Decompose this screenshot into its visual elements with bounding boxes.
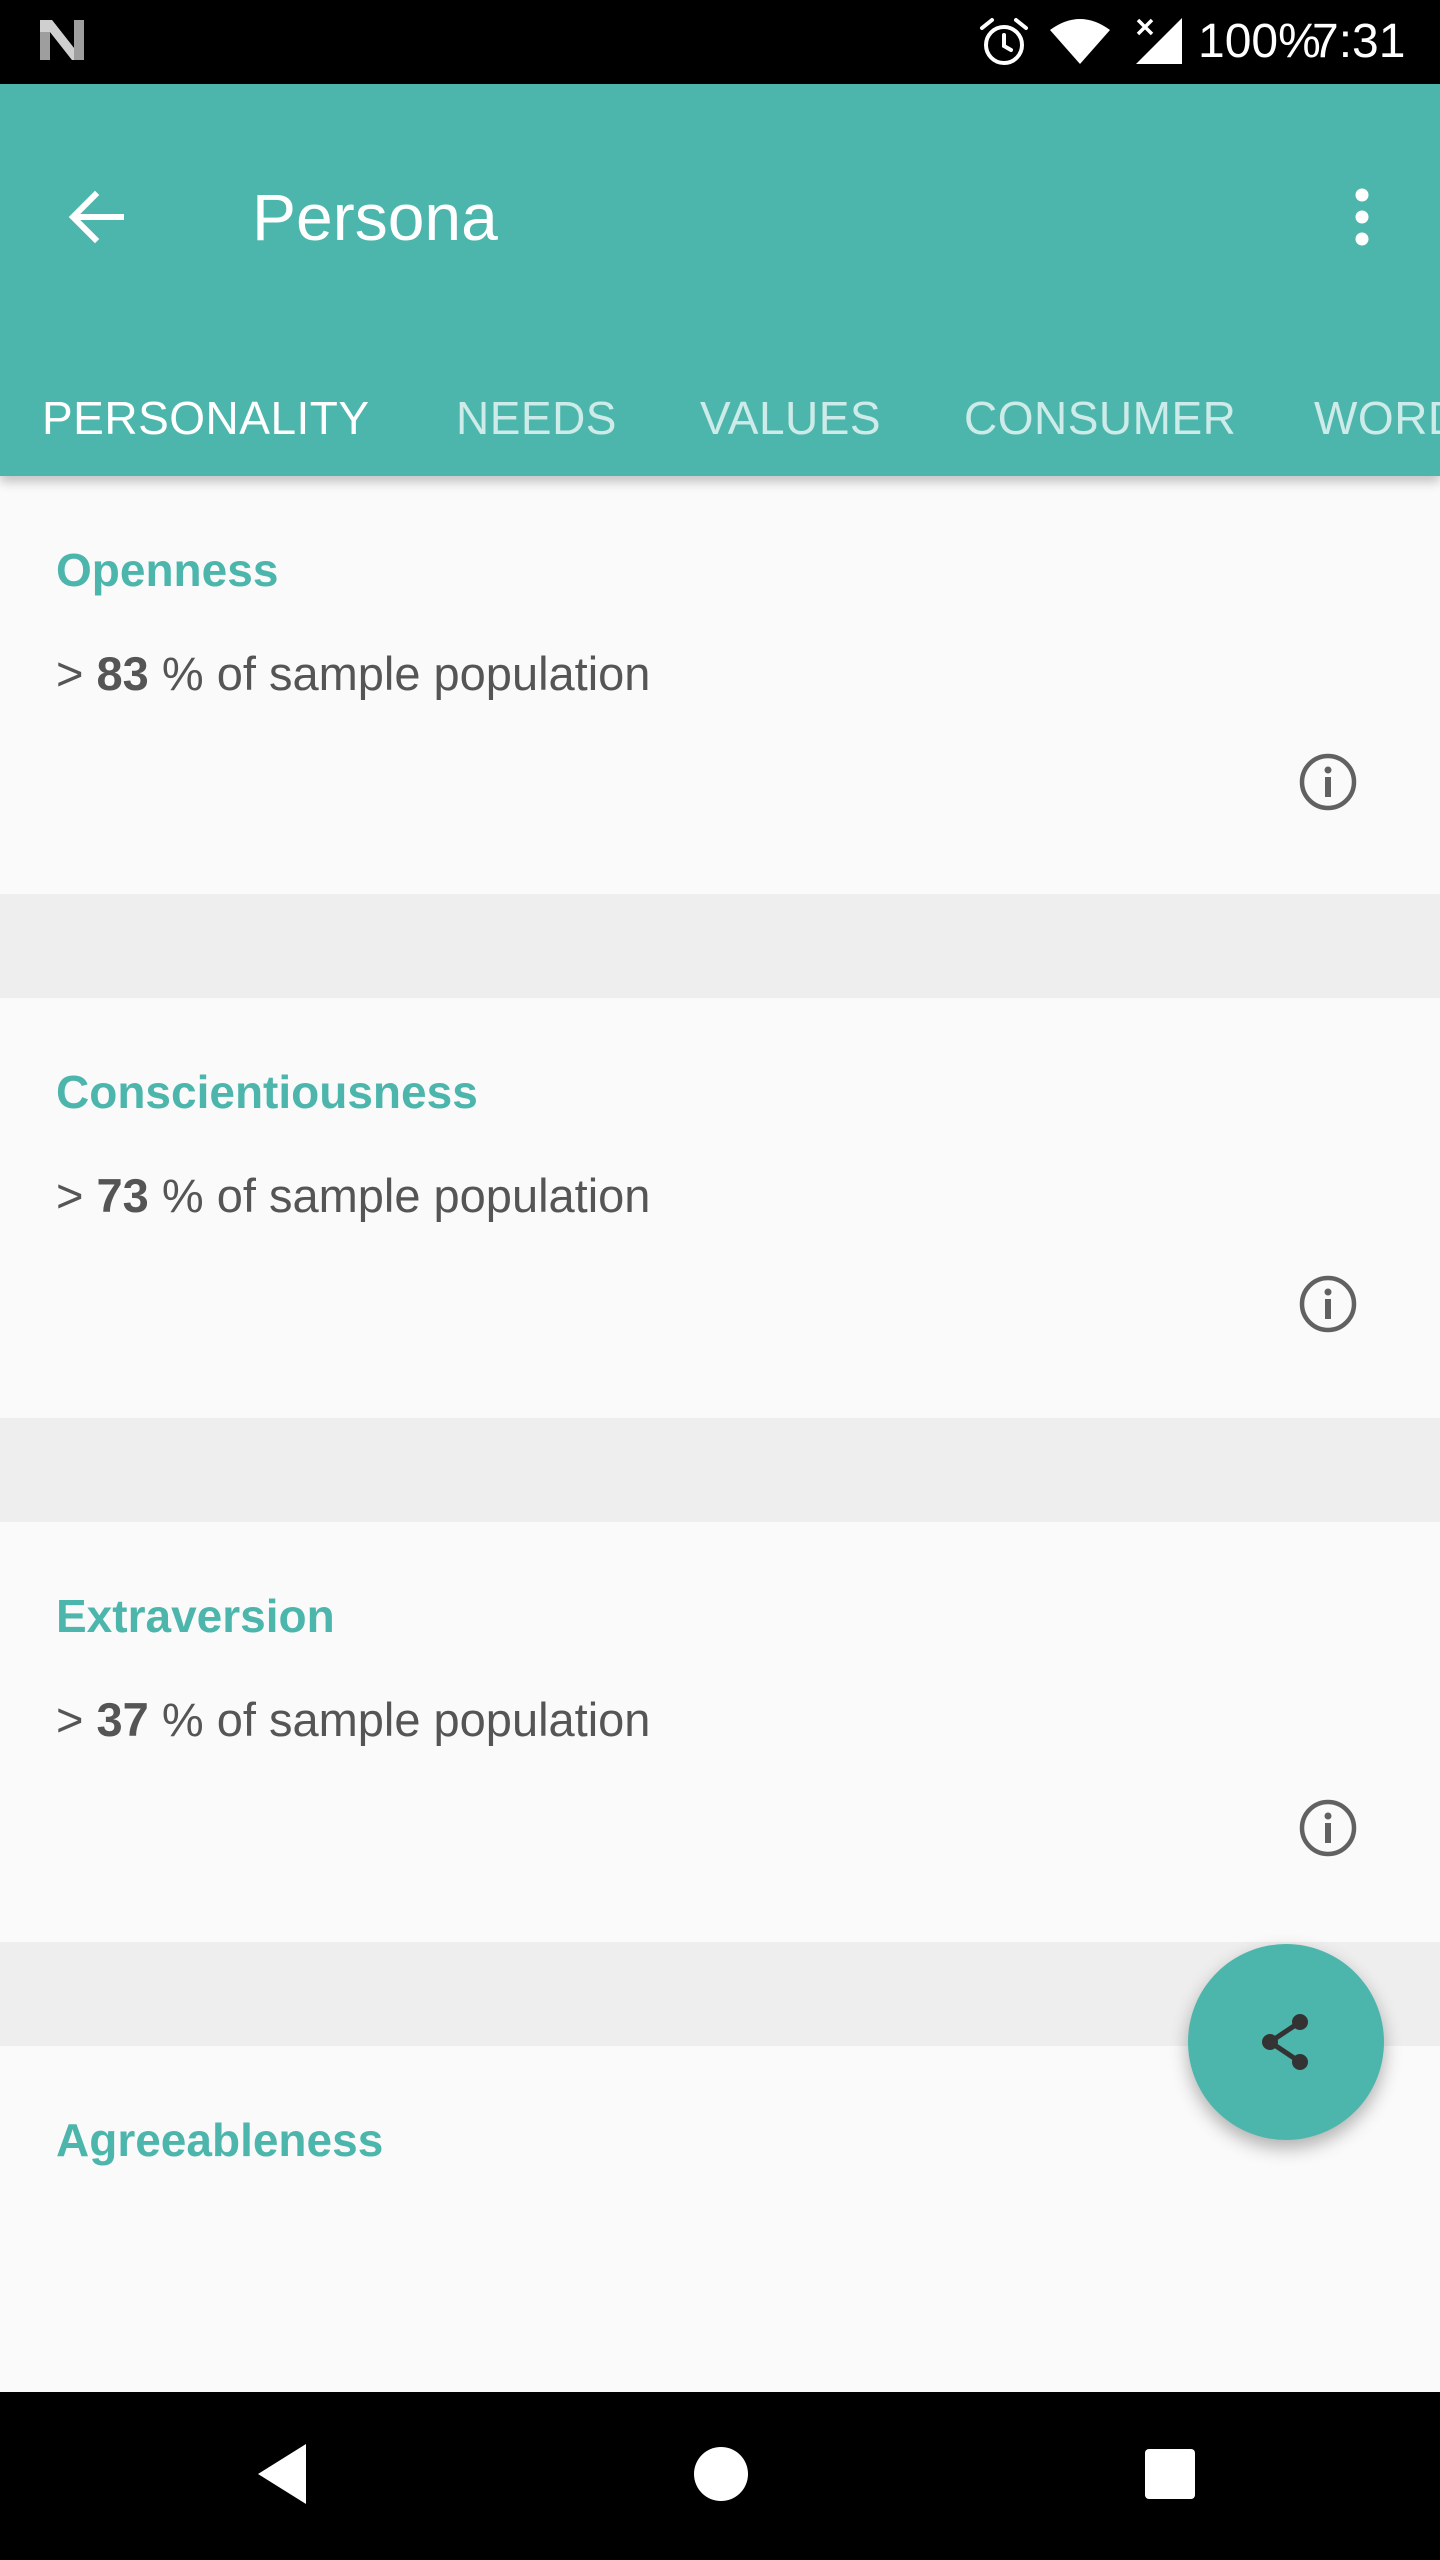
overflow-menu-button[interactable] [1334,172,1390,262]
more-vert-icon [1355,188,1369,246]
app-bar: Persona PERSONALITY NEEDS VALUES CONSUME… [0,84,1440,476]
nav-home-icon [694,2447,748,2501]
trait-prefix: > [56,1693,84,1746]
info-icon[interactable] [1298,1274,1358,1334]
alarm-icon [980,18,1028,65]
trait-prefix: > [56,1169,84,1222]
status-clock: 7:31 [1312,15,1406,68]
trait-percent: 83 [96,647,149,700]
tab-values[interactable]: VALUES [700,392,882,444]
nav-recents-icon [1145,2449,1195,2499]
n-logo-icon [40,20,84,60]
trait-card-agreeableness: Agreeableness [0,2046,1440,2392]
trait-prefix: > [56,647,84,700]
trait-description: > 83 % of sample population [56,644,650,704]
tab-needs[interactable]: NEEDS [456,392,617,444]
trait-percent: 37 [96,1693,149,1746]
trait-suffix: % of sample population [161,647,651,700]
tab-word[interactable]: WORD [1314,392,1440,444]
trait-suffix: % of sample population [161,1693,651,1746]
trait-description: > 37 % of sample population [56,1690,650,1750]
trait-card-openness: Openness > 83 % of sample population [0,476,1440,894]
card-separator [0,1418,1440,1522]
share-fab-button[interactable] [1188,1944,1384,2140]
trait-percent: 73 [96,1169,149,1222]
nav-recents-button[interactable] [1132,2436,1208,2512]
battery-percent: 100% [1198,15,1321,68]
trait-name: Agreeableness [56,2114,384,2166]
back-button[interactable] [52,172,142,262]
tab-personality[interactable]: PERSONALITY [42,392,370,444]
nav-home-button[interactable] [692,2436,750,2512]
signal-icon [1136,18,1182,64]
page-title: Persona [252,180,498,254]
share-icon [1262,2014,1308,2070]
tab-consumer[interactable]: CONSUMER [964,392,1237,444]
trait-name: Openness [56,544,279,596]
trait-card-extraversion: Extraversion > 37 % of sample population [0,1522,1440,1942]
wifi-icon [1050,19,1110,64]
trait-card-conscientiousness: Conscientiousness > 73 % of sample popul… [0,998,1440,1418]
info-icon[interactable] [1298,752,1358,812]
system-nav-bar [0,2392,1440,2560]
tab-bar: PERSONALITY NEEDS VALUES CONSUMER WORD [0,360,1440,476]
trait-name: Extraversion [56,1590,335,1642]
trait-description: > 73 % of sample population [56,1166,650,1226]
trait-name: Conscientiousness [56,1066,478,1118]
card-separator [0,894,1440,998]
trait-suffix: % of sample population [161,1169,651,1222]
nav-back-icon[interactable] [248,2436,324,2512]
arrow-back-icon [68,190,124,244]
status-bar: 100% 7:31 [0,0,1440,84]
info-icon[interactable] [1298,1798,1358,1858]
